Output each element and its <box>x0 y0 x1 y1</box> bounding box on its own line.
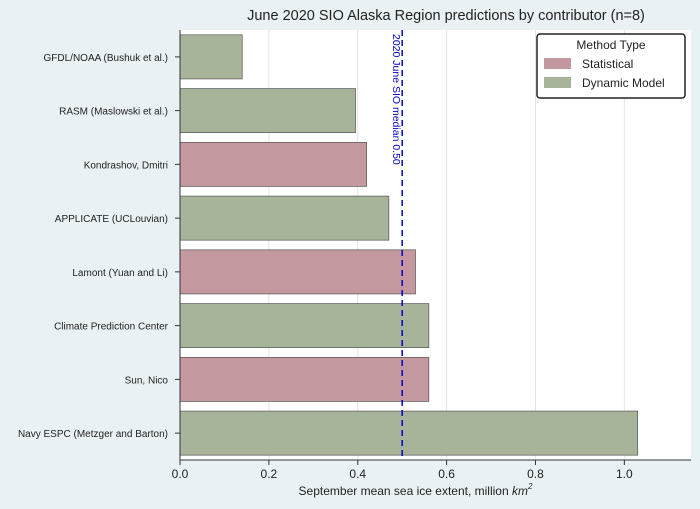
y-tick-label: Navy ESPC (Metzger and Barton) <box>18 429 168 440</box>
y-tick-label: Lamont (Yuan and Li) <box>72 268 168 279</box>
legend-entry-label: Statistical <box>582 57 633 71</box>
bar <box>179 195 390 241</box>
bar <box>179 356 430 402</box>
bar <box>179 34 243 80</box>
y-tick-label: Kondrashov, Dmitri <box>84 160 168 171</box>
x-tick-label: 0.6 <box>438 467 455 481</box>
chart-title: June 2020 SIO Alaska Region predictions … <box>247 8 645 24</box>
x-axis-label-unit: km <box>512 484 528 498</box>
y-tick-label: RASM (Maslowski et al.) <box>59 107 168 118</box>
x-tick-label: 1.0 <box>616 467 633 481</box>
x-axis-label: September mean sea ice extent, million k… <box>299 482 533 498</box>
y-tick-label: Sun, Nico <box>125 375 169 386</box>
legend-entry-label: Dynamic Model <box>582 76 665 90</box>
x-tick-label: 0.0 <box>172 467 189 481</box>
y-tick-label: APPLICATE (UCLouvian) <box>55 214 168 225</box>
bar <box>179 303 430 349</box>
bar <box>179 249 416 295</box>
legend: Method Type Statistical Dynamic Model <box>536 33 686 99</box>
legend-swatch <box>544 77 571 88</box>
bar <box>179 141 367 187</box>
bar <box>179 410 639 456</box>
x-axis-label-text: September mean sea ice extent, million <box>299 484 512 498</box>
x-tick-label: 0.8 <box>527 467 544 481</box>
median-label: 2020 June SIO median 0.50 <box>390 34 402 165</box>
y-tick-label: Climate Prediction Center <box>54 322 169 333</box>
legend-box <box>536 33 686 99</box>
bar <box>179 88 356 134</box>
x-tick-label: 0.2 <box>261 467 278 481</box>
x-axis-label-exponent: 2 <box>527 482 533 491</box>
legend-swatch <box>544 58 571 69</box>
legend-title: Method Type <box>576 38 645 52</box>
x-tick-label: 0.4 <box>349 467 366 481</box>
y-tick-label: GFDL/NOAA (Bushuk et al.) <box>44 53 169 64</box>
